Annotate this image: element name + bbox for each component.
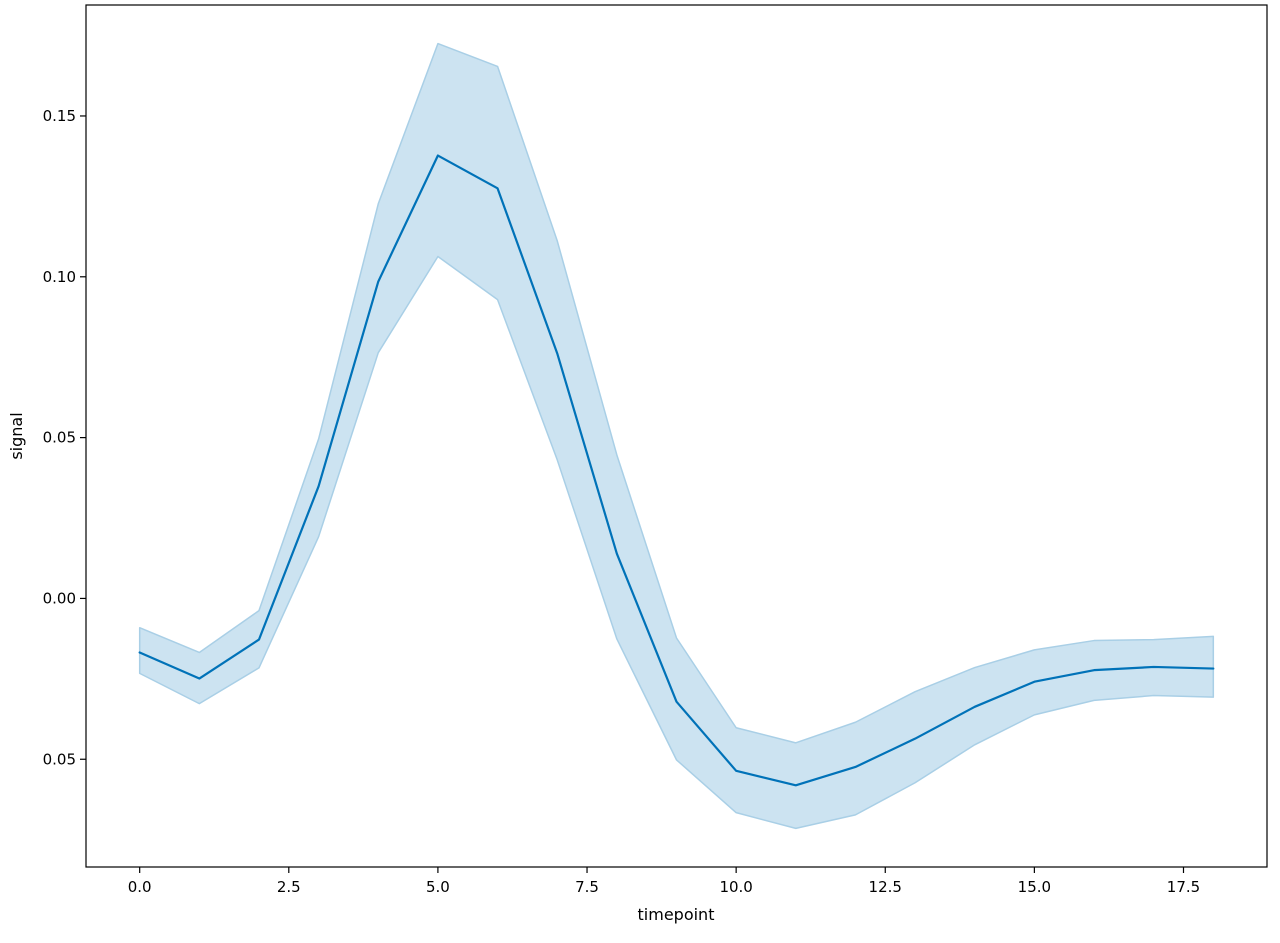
x-tick-label: 17.5 <box>1167 878 1200 896</box>
y-axis: 0.05 0.00 0.05 0.10 0.15 <box>43 107 86 768</box>
y-tick-label: 0.05 <box>43 429 76 447</box>
x-tick-label: 10.0 <box>719 878 752 896</box>
confidence-band <box>138 42 1215 830</box>
y-tick-label: 0.00 <box>43 589 76 607</box>
x-axis: 0.0 2.5 5.0 7.5 10.0 12.5 15.0 17.5 <box>128 867 1200 896</box>
x-axis-label: timepoint <box>638 905 715 924</box>
y-axis-label: signal <box>7 412 26 459</box>
y-tick-label: 0.15 <box>43 107 76 125</box>
axes-frame <box>85 4 1268 868</box>
plot-area <box>138 42 1215 830</box>
x-tick-label: 5.0 <box>426 878 450 896</box>
x-tick-label: 12.5 <box>869 878 902 896</box>
x-tick-label: 0.0 <box>128 878 152 896</box>
x-tick-label: 2.5 <box>277 878 301 896</box>
signal-line <box>138 154 1215 787</box>
y-tick-label: 0.10 <box>43 268 76 286</box>
x-tick-label: 15.0 <box>1018 878 1051 896</box>
y-tick-label: 0.05 <box>43 750 76 768</box>
x-tick-label: 7.5 <box>575 878 599 896</box>
